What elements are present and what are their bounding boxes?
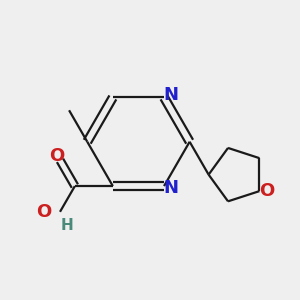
Text: H: H bbox=[61, 218, 74, 233]
Text: O: O bbox=[49, 147, 64, 165]
Text: N: N bbox=[163, 86, 178, 104]
Text: O: O bbox=[37, 203, 52, 221]
Text: O: O bbox=[259, 182, 274, 200]
Text: N: N bbox=[163, 179, 178, 197]
